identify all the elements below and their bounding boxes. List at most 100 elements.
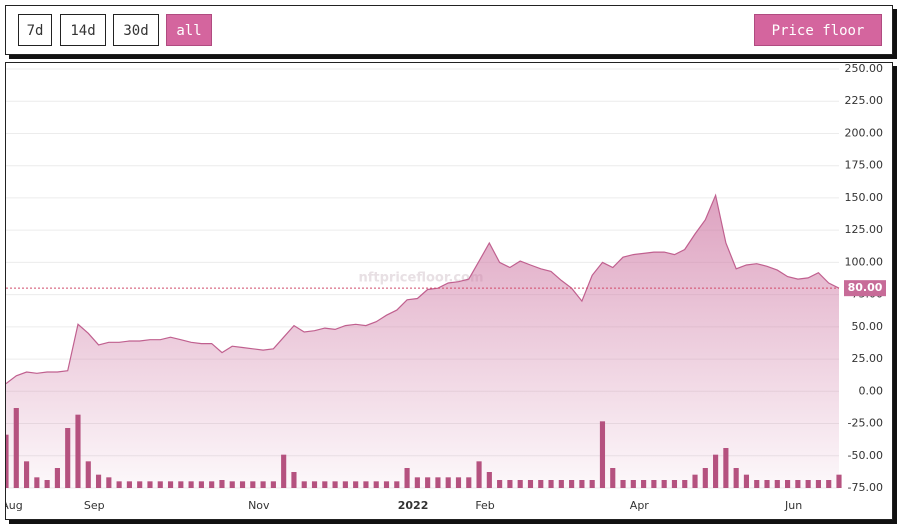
volume-bar [6, 434, 9, 488]
volume-bar [630, 480, 636, 488]
volume-bar [137, 481, 143, 488]
volume-bar [507, 480, 513, 488]
volume-bar [671, 480, 678, 488]
volume-bar [34, 477, 40, 488]
x-tick-label: 2022 [398, 499, 429, 512]
y-tick-label: 200.00 [845, 126, 884, 139]
x-tick-label: Apr [630, 499, 650, 512]
y-tick-label: 250.00 [845, 63, 884, 75]
range-button[interactable]: 30d [113, 14, 159, 46]
volume-bar [363, 481, 369, 488]
toolbar: 7d 14d 30d all Price floor [5, 5, 893, 55]
x-tick-label: Sep [84, 499, 105, 512]
y-tick-label: 100.00 [845, 255, 884, 268]
volume-bar [558, 480, 564, 488]
volume-bar [188, 481, 194, 488]
volume-bar [435, 477, 441, 488]
volume-bar [44, 480, 50, 488]
volume-bar [455, 477, 462, 488]
volume-bar [198, 481, 204, 488]
volume-bar [209, 481, 215, 488]
volume-bar [126, 481, 132, 488]
volume-bar [610, 468, 616, 488]
y-tick-label: 150.00 [845, 191, 884, 204]
volume-bar [23, 461, 30, 488]
volume-bar [291, 472, 297, 488]
volume-bar [270, 481, 276, 488]
volume-bar [250, 481, 256, 488]
volume-bar [785, 480, 791, 488]
volume-bar [805, 480, 811, 488]
x-tick-label: Aug [6, 499, 23, 512]
y-tick-label: -50.00 [848, 449, 883, 462]
volume-bar [579, 480, 585, 488]
y-tick-label: 25.00 [852, 352, 884, 365]
volume-bar [774, 480, 780, 488]
volume-bar [538, 480, 544, 488]
current-price-box [844, 280, 886, 297]
volume-bar [795, 480, 801, 488]
y-tick-label: 0.00 [859, 384, 884, 397]
volume-bar [620, 480, 626, 488]
volume-bar [733, 468, 739, 488]
volume-bar [229, 481, 235, 488]
volume-bar [836, 474, 842, 488]
volume-bar [661, 480, 667, 488]
chart: 250.00 225.00 200.00 175.00 150.00 125.00 100.… [6, 63, 886, 512]
volume-bar [147, 481, 153, 488]
metric-button[interactable]: Price floor [754, 14, 882, 46]
range-button[interactable]: all [166, 14, 212, 46]
volume-bar [13, 408, 19, 488]
area [6, 195, 839, 489]
volume-bar [445, 477, 451, 488]
volume-bar [651, 480, 657, 488]
y-tick-label: -25.00 [848, 417, 883, 430]
volume-bar [692, 474, 698, 488]
volume-bar [826, 480, 832, 488]
volume-bar [723, 448, 729, 488]
volume-bar [589, 480, 595, 488]
volume-bar [116, 481, 122, 488]
volume-bar [178, 481, 184, 488]
volume-bar [85, 461, 91, 488]
volume-bar [219, 480, 225, 488]
volume-bar [322, 481, 328, 488]
y-tick-label: 125.00 [845, 223, 884, 236]
y-tick-label: -75.00 [848, 481, 883, 494]
volume-bar [414, 477, 420, 488]
volume-bar [425, 477, 431, 488]
volume-bar [239, 481, 246, 488]
volume-bar [641, 480, 647, 488]
volume-bar [65, 428, 71, 488]
volume-bar [106, 477, 112, 488]
volume-bar [260, 481, 266, 488]
current-price-label: 80.00 [848, 281, 883, 294]
y-tick-label: 50.00 [852, 320, 884, 333]
volume-bar [569, 480, 575, 488]
volume-bar [815, 480, 822, 488]
volume-bar [342, 481, 348, 488]
volume-bar [466, 477, 472, 488]
x-tick-label: Nov [248, 499, 270, 512]
volume-bar [311, 481, 318, 488]
y-tick-label: 175.00 [845, 159, 884, 172]
volume-bar [743, 474, 750, 488]
volume-bar [394, 481, 400, 488]
volume-bar [157, 481, 163, 488]
chart-panel: 250.00 225.00 200.00 175.00 150.00 125.00 100.… [5, 62, 893, 520]
volume-bar [281, 454, 287, 488]
volume-bar [702, 468, 708, 488]
volume-bar [167, 481, 174, 488]
volume-bar [301, 481, 307, 488]
range-button[interactable]: 7d [18, 14, 52, 46]
volume-bar [486, 472, 492, 488]
x-tick-label: Feb [475, 499, 494, 512]
volume-bar [548, 480, 554, 488]
volume-bar [713, 454, 719, 488]
volume-bar [497, 480, 503, 488]
volume-bar [95, 474, 102, 488]
y-tick-label: 225.00 [845, 94, 884, 107]
volume-bar [383, 481, 390, 488]
volume-bar [754, 480, 760, 488]
range-button[interactable]: 14d [60, 14, 106, 46]
